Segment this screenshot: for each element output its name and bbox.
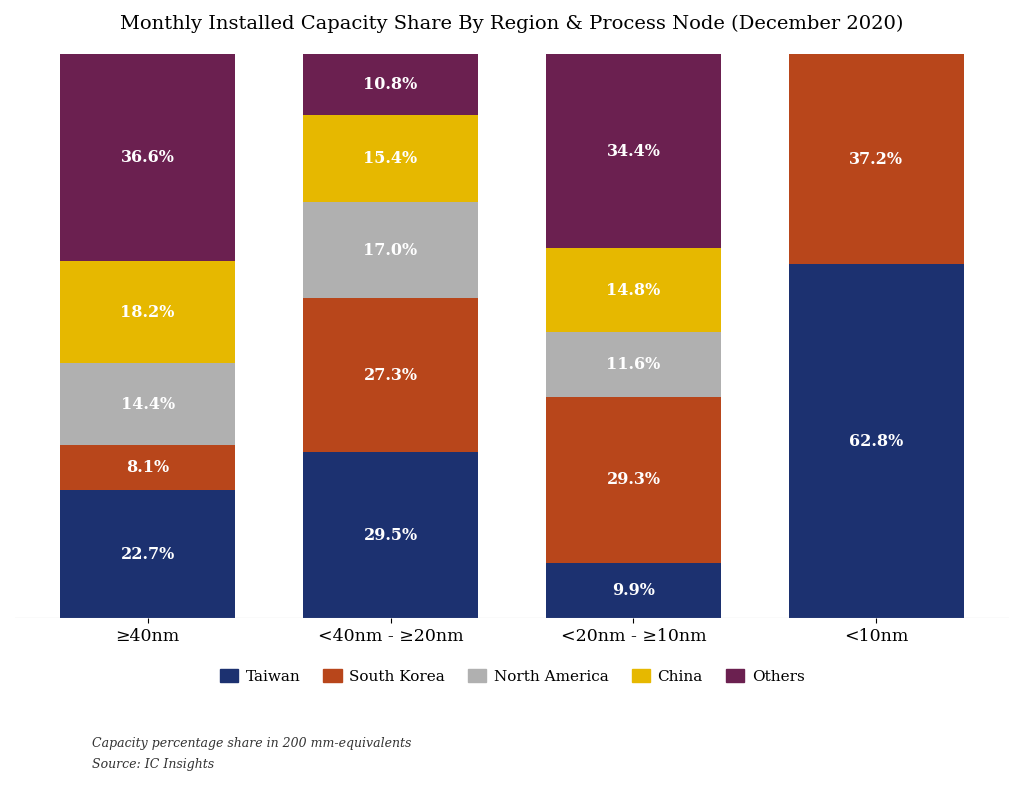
Text: 11.6%: 11.6% (606, 356, 660, 373)
Bar (788, 264, 964, 619)
Bar (546, 562, 721, 619)
Bar (60, 363, 236, 445)
Text: 17.0%: 17.0% (364, 242, 418, 258)
Bar (303, 298, 478, 452)
Text: 10.8%: 10.8% (364, 76, 418, 93)
Text: 18.2%: 18.2% (121, 303, 175, 321)
Text: 14.4%: 14.4% (121, 396, 175, 412)
Text: 15.4%: 15.4% (364, 150, 418, 167)
Bar (60, 491, 236, 619)
Text: Source: IC Insights: Source: IC Insights (92, 758, 214, 771)
Text: 22.7%: 22.7% (121, 546, 175, 563)
Text: 29.5%: 29.5% (364, 527, 418, 544)
Bar (546, 55, 721, 248)
Bar (303, 452, 478, 619)
Text: 14.8%: 14.8% (606, 281, 660, 299)
Bar (60, 261, 236, 363)
Text: 8.1%: 8.1% (126, 459, 169, 476)
Text: 36.6%: 36.6% (121, 149, 174, 166)
Text: 37.2%: 37.2% (849, 151, 903, 167)
Text: 9.9%: 9.9% (612, 582, 655, 599)
Bar (788, 55, 964, 264)
Bar (546, 397, 721, 562)
Title: Monthly Installed Capacity Share By Region & Process Node (December 2020): Monthly Installed Capacity Share By Regi… (120, 15, 904, 33)
Bar (303, 202, 478, 298)
Bar (303, 115, 478, 202)
Bar (60, 445, 236, 491)
Legend: Taiwan, South Korea, North America, China, Others: Taiwan, South Korea, North America, Chin… (213, 663, 811, 690)
Bar (546, 332, 721, 397)
Text: 34.4%: 34.4% (606, 143, 660, 160)
Bar (546, 248, 721, 332)
Bar (60, 55, 236, 261)
Text: 27.3%: 27.3% (364, 367, 418, 383)
Text: Capacity percentage share in 200 mm-equivalents: Capacity percentage share in 200 mm-equi… (92, 736, 412, 750)
Text: 29.3%: 29.3% (606, 472, 660, 488)
Text: 62.8%: 62.8% (849, 433, 903, 450)
Bar (303, 55, 478, 115)
